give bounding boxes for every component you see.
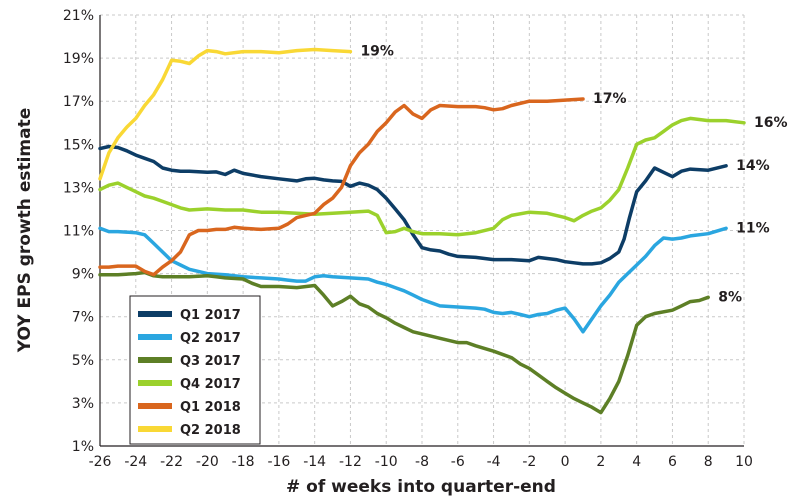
- x-tick-label: 4: [632, 454, 641, 470]
- y-tick-label: 15%: [63, 137, 94, 153]
- legend-label: Q2 2017: [180, 331, 241, 346]
- end-label-q1-2018: 17%: [593, 91, 627, 107]
- y-tick-label: 7%: [72, 310, 94, 326]
- y-axis-title: YOY EPS growth estimate: [15, 108, 35, 354]
- y-tick-label: 13%: [63, 180, 94, 196]
- x-tick-label: -24: [124, 454, 147, 470]
- y-tick-label: 9%: [72, 267, 94, 283]
- legend-label: Q2 2018: [180, 423, 241, 438]
- end-labels: 19% 17% 16% 14% 11% 8%: [360, 44, 787, 306]
- x-tick-label: -6: [451, 454, 465, 470]
- legend-label: Q1 2017: [180, 308, 241, 323]
- series-line-q1-2018: [98, 97, 585, 277]
- x-tick-label: 6: [668, 454, 677, 470]
- y-tick-label: 19%: [63, 51, 94, 67]
- legend-label: Q3 2017: [180, 354, 241, 369]
- x-tick-label: -26: [89, 454, 112, 470]
- legend: Q1 2017 Q2 2017 Q3 2017 Q4 2017 Q1 2018 Q2 20…: [129, 295, 261, 445]
- end-label-q2-2017: 11%: [736, 220, 770, 236]
- x-tick-label: -18: [232, 454, 255, 470]
- x-tick-label: -10: [375, 454, 398, 470]
- axes: 1%3%5%7%9%11%13%15%17%19%21%-26 -24 -22 -20…: [63, 8, 753, 470]
- x-tick-label: -12: [339, 454, 362, 470]
- series-line-q3-2017: [98, 270, 710, 415]
- x-tick-label: -4: [487, 454, 501, 470]
- end-label-q3-2017: 8%: [718, 289, 742, 305]
- x-axis-title: # of weeks into quarter-end: [286, 477, 556, 497]
- y-tick-label: 1%: [72, 439, 94, 455]
- series-line-q2-2017: [98, 226, 728, 334]
- x-tick-label: 2: [596, 454, 605, 470]
- legend-box: [129, 295, 261, 445]
- x-tick-label: -16: [267, 454, 290, 470]
- end-label-q2-2018: 19%: [360, 44, 394, 60]
- y-tick-label: 11%: [63, 224, 94, 240]
- x-tick-label: 0: [561, 454, 570, 470]
- x-tick-label: 10: [735, 454, 753, 470]
- x-tick-label: 8: [704, 454, 713, 470]
- series-lines: [98, 47, 746, 415]
- y-tick-label: 3%: [72, 396, 94, 412]
- series-line-q2-2018: [98, 47, 353, 181]
- y-tick-label: 5%: [72, 353, 94, 369]
- end-label-q1-2017: 14%: [736, 158, 770, 174]
- legend-label: Q1 2018: [180, 400, 241, 415]
- x-tick-label: -8: [415, 454, 429, 470]
- y-tick-label: 17%: [63, 94, 94, 110]
- x-tick-label: -22: [160, 454, 183, 470]
- x-tick-label: -2: [522, 454, 536, 470]
- end-label-q4-2017: 16%: [754, 115, 788, 131]
- x-tick-label: -14: [303, 454, 326, 470]
- x-tick-label: -20: [196, 454, 219, 470]
- series-line-q1-2017: [98, 144, 728, 266]
- y-tick-label: 21%: [63, 8, 94, 24]
- series-line-q4-2017: [98, 116, 746, 237]
- legend-label: Q4 2017: [180, 377, 241, 392]
